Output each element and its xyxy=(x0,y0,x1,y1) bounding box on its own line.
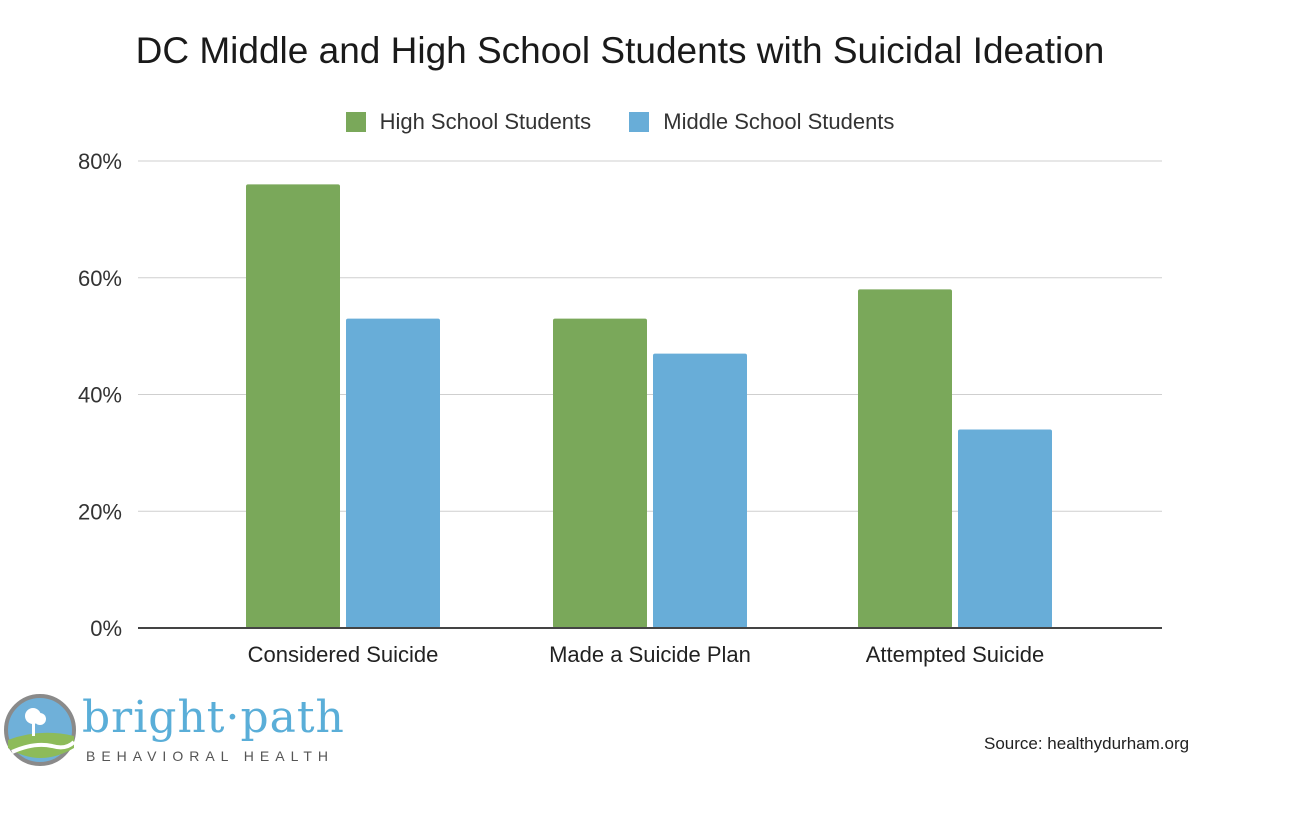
y-tick-label: 0% xyxy=(90,616,122,641)
x-tick-label: Attempted Suicide xyxy=(866,642,1045,667)
tree-path-icon xyxy=(4,694,76,766)
brand-subtitle: BEHAVIORAL HEALTH xyxy=(86,748,335,764)
bar-high-school xyxy=(858,289,952,628)
legend-item-middle-school: Middle School Students xyxy=(629,109,894,135)
chart-legend: High School Students Middle School Stude… xyxy=(0,108,1240,135)
y-tick-label: 20% xyxy=(78,499,122,524)
bar-high-school xyxy=(246,184,340,628)
y-tick-label: 80% xyxy=(78,149,122,174)
y-tick-label: 60% xyxy=(78,266,122,291)
bar-middle-school xyxy=(346,318,440,628)
bar-chart: 0% 20% 40% 60% 80% Considered Suicide Made a S… xyxy=(78,149,1162,667)
brand-logo xyxy=(4,692,364,772)
y-tick-label: 40% xyxy=(78,383,122,408)
bar-middle-school xyxy=(653,353,747,628)
x-tick-label: Considered Suicide xyxy=(248,642,439,667)
brand-wordmark: bright·path xyxy=(82,692,345,743)
bar-high-school xyxy=(553,318,647,628)
legend-swatch-high-school xyxy=(345,112,366,133)
legend-label-high-school: High School Students xyxy=(379,109,592,135)
legend-swatch-middle-school xyxy=(629,112,650,133)
bar-middle-school xyxy=(958,429,1052,628)
legend-label-middle-school: Middle School Students xyxy=(663,109,895,135)
x-tick-label: Made a Suicide Plan xyxy=(549,642,751,667)
chart-title: DC Middle and High School Students with … xyxy=(135,30,1105,71)
legend-item-high-school: High School Students xyxy=(345,109,592,135)
source-note: Source: healthydurham.org xyxy=(984,734,1190,753)
